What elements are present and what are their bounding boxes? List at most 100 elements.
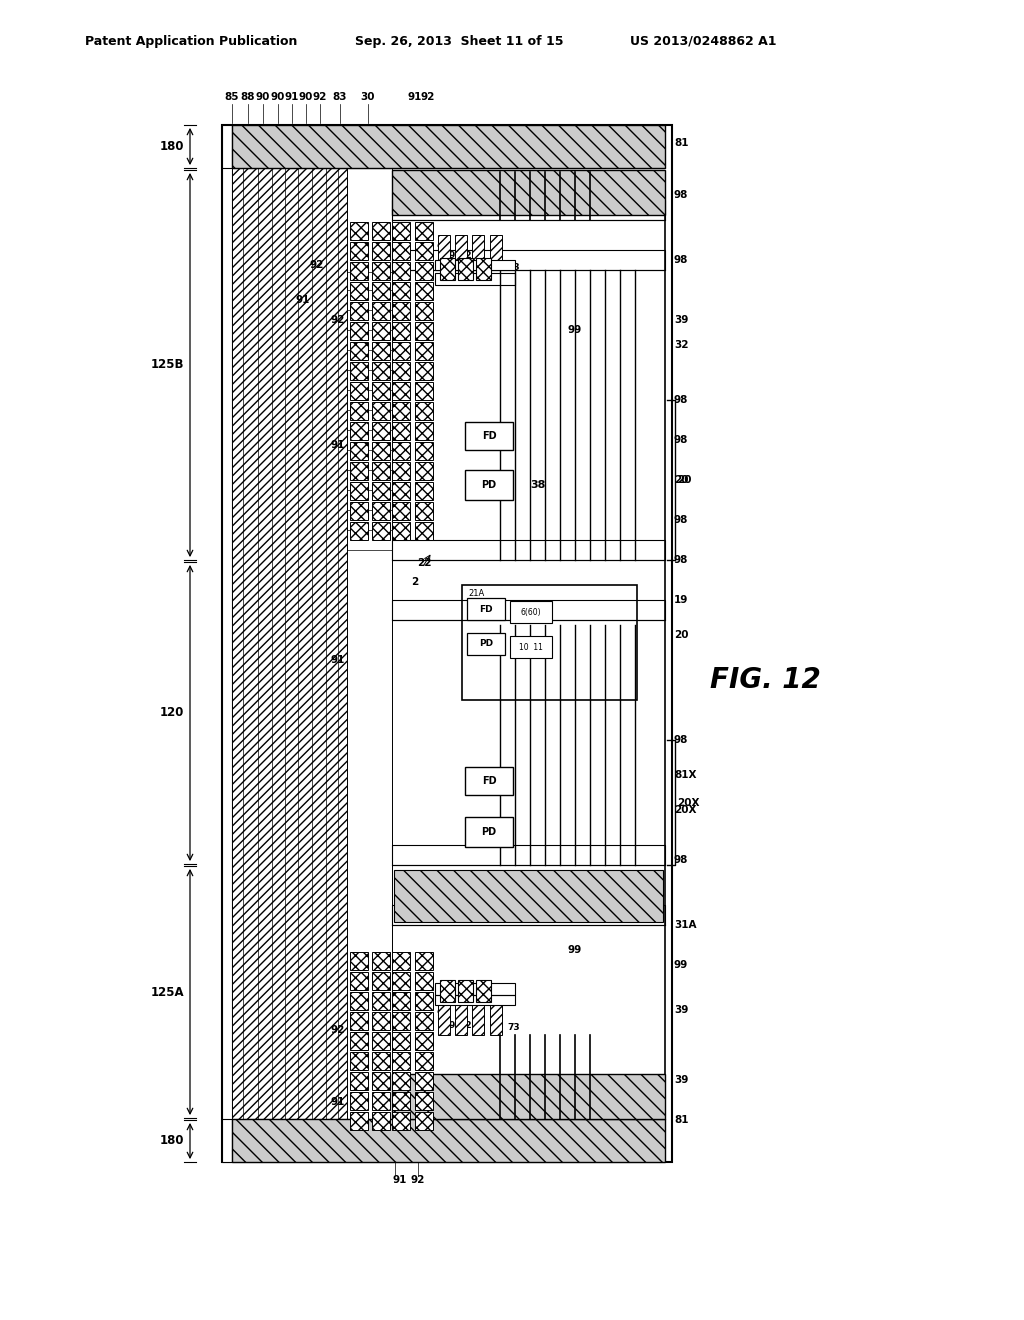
Text: 2: 2 (412, 577, 419, 587)
Text: FIG. 12: FIG. 12 (710, 667, 821, 694)
Bar (392, 1111, 410, 1130)
Bar (438, 1005, 450, 1035)
Bar (350, 502, 368, 520)
Text: 92: 92 (436, 1010, 450, 1019)
Bar (392, 1074, 665, 1119)
Bar (350, 462, 368, 480)
Bar (415, 242, 433, 260)
Bar (350, 993, 368, 1010)
Text: 125A: 125A (151, 986, 184, 998)
Bar (415, 521, 433, 540)
Bar (392, 342, 410, 360)
Bar (438, 235, 450, 265)
Bar (472, 235, 484, 265)
Bar (472, 1005, 484, 1035)
Text: US 2013/0248862 A1: US 2013/0248862 A1 (630, 36, 776, 48)
Text: PD: PD (481, 828, 497, 837)
Text: 98: 98 (674, 436, 688, 445)
Bar (392, 906, 665, 925)
Bar (392, 170, 665, 215)
Bar (462, 585, 637, 700)
Bar (392, 972, 410, 990)
Text: 98: 98 (674, 735, 688, 744)
Bar (415, 1032, 433, 1049)
Text: 73: 73 (492, 260, 504, 269)
Bar (222, 125, 232, 1162)
Bar (392, 381, 410, 400)
Bar (350, 442, 368, 459)
Bar (372, 482, 390, 500)
Bar (476, 257, 490, 280)
Text: 120: 120 (160, 706, 184, 719)
Bar (435, 995, 515, 1005)
Text: 91: 91 (331, 655, 345, 665)
Bar (392, 482, 410, 500)
Bar (372, 422, 390, 440)
Bar (415, 342, 433, 360)
Text: 99: 99 (674, 960, 688, 970)
Text: 90: 90 (270, 92, 286, 102)
Text: 20: 20 (677, 475, 691, 484)
Bar (465, 767, 513, 795)
Bar (476, 979, 490, 1002)
Text: FD: FD (481, 432, 497, 441)
Bar (415, 972, 433, 990)
Bar (350, 381, 368, 400)
Bar (392, 302, 410, 319)
Bar (440, 979, 455, 1002)
Bar (392, 249, 665, 271)
Bar (392, 1052, 410, 1071)
Text: 21A: 21A (468, 589, 484, 598)
Text: 71: 71 (474, 260, 486, 269)
Bar (435, 260, 515, 271)
Text: 98: 98 (674, 190, 688, 201)
Bar (372, 521, 390, 540)
Bar (392, 282, 410, 300)
Bar (372, 1052, 390, 1071)
Bar (415, 482, 433, 500)
Text: 7: 7 (361, 1020, 369, 1030)
Bar (372, 242, 390, 260)
Text: 83: 83 (333, 92, 347, 102)
Bar (392, 442, 410, 459)
Bar (415, 302, 433, 319)
Text: 125B: 125B (151, 359, 184, 371)
Text: 98: 98 (674, 255, 688, 265)
Bar (372, 381, 390, 400)
Text: 72: 72 (460, 1020, 472, 1030)
Bar (392, 201, 665, 220)
Bar (415, 403, 433, 420)
Text: 92: 92 (436, 243, 450, 252)
Bar (232, 1119, 665, 1162)
Bar (415, 462, 433, 480)
Bar (415, 381, 433, 400)
Text: PD: PD (479, 639, 494, 648)
Text: 92: 92 (421, 92, 435, 102)
Text: 81X: 81X (674, 770, 696, 780)
Text: 39: 39 (674, 1005, 688, 1015)
Bar (350, 302, 368, 319)
Bar (490, 1005, 502, 1035)
Text: 92: 92 (331, 1026, 345, 1035)
Bar (392, 422, 410, 440)
Bar (467, 598, 505, 620)
Bar (372, 502, 390, 520)
Bar (350, 1032, 368, 1049)
Bar (392, 322, 410, 341)
Bar (392, 176, 665, 1150)
Bar (458, 979, 473, 1002)
Text: 81: 81 (674, 139, 688, 148)
Text: 98: 98 (674, 395, 688, 405)
Bar (350, 1012, 368, 1030)
Bar (392, 952, 410, 970)
Bar (232, 125, 347, 1162)
Text: 39: 39 (674, 315, 688, 325)
Bar (455, 1005, 467, 1035)
Bar (232, 125, 665, 168)
Bar (415, 261, 433, 280)
Bar (372, 403, 390, 420)
Bar (415, 1092, 433, 1110)
Bar (350, 403, 368, 420)
Text: 71: 71 (474, 1015, 486, 1024)
Bar (490, 235, 502, 265)
